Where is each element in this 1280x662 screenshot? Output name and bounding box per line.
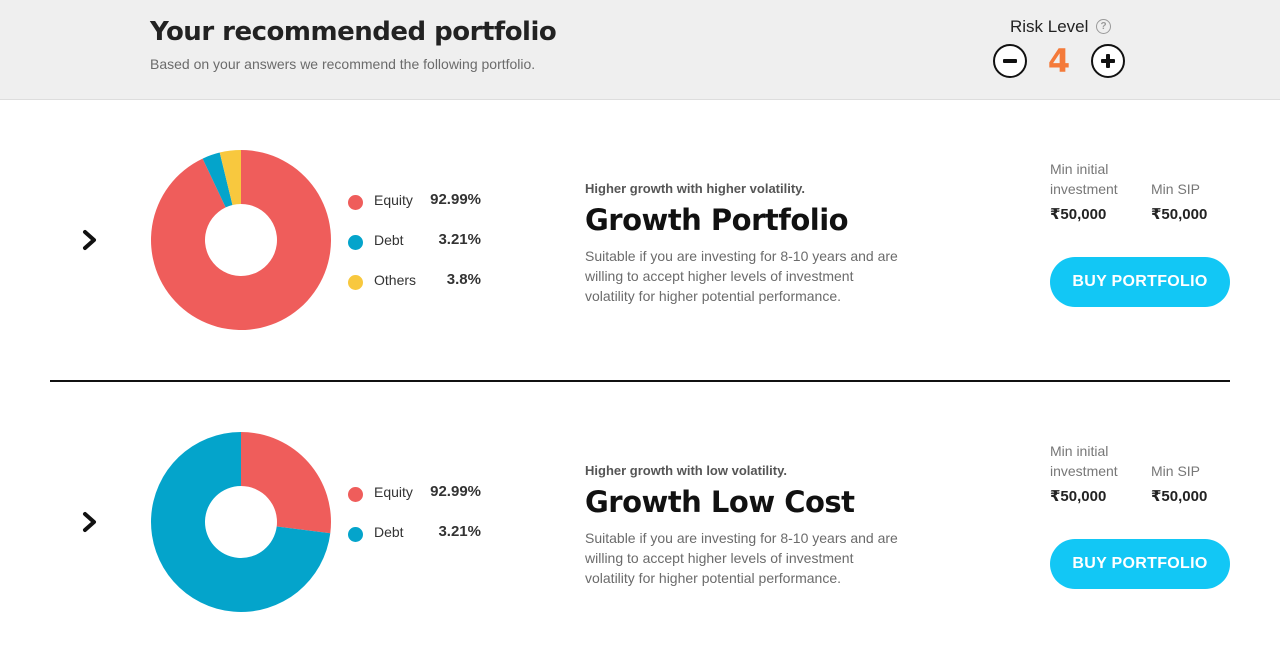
donut-slice-equity [241, 432, 331, 534]
legend-dot [348, 235, 363, 250]
decrease-risk-button[interactable] [993, 44, 1027, 78]
portfolio-description: Suitable if you are investing for 8-10 y… [585, 530, 898, 586]
donut-slice-debt [151, 432, 331, 612]
min-initial-investment-label: Min initial investment [1050, 443, 1118, 479]
portfolio-description: Suitable if you are investing for 8-10 y… [585, 248, 898, 304]
chevron-right-icon[interactable] [80, 228, 102, 252]
page-title: Your recommended portfolio [150, 17, 557, 47]
legend-value: 3.21% [438, 231, 481, 248]
legend-label: Equity [374, 484, 413, 500]
legend-item-debt: Debt 3.21% [348, 230, 488, 270]
legend-label: Debt [374, 232, 404, 248]
min-initial-investment-value: ₹50,000 [1050, 488, 1107, 505]
chevron-right-icon[interactable] [80, 510, 102, 534]
min-initial-investment-label: Min initial investment [1050, 161, 1118, 197]
legend-value: 92.99% [430, 191, 481, 208]
min-initial-investment-value: ₹50,000 [1050, 206, 1107, 223]
buy-portfolio-button[interactable]: BUY PORTFOLIO [1050, 257, 1230, 307]
legend-dot [348, 527, 363, 542]
legend-item-equity: Equity 92.99% [348, 190, 488, 230]
legend-dot [348, 195, 363, 210]
legend-item-equity: Equity 92.99% [348, 482, 488, 522]
portfolio-title: Growth Portfolio [585, 203, 849, 237]
min-sip-value: ₹50,000 [1151, 206, 1208, 223]
legend-item-others: Others 3.8% [348, 270, 488, 310]
portfolio-title: Growth Low Cost [585, 485, 855, 519]
risk-level-label: Risk Level [1010, 17, 1089, 36]
page-header: Your recommended portfolio Based on your… [0, 0, 1280, 100]
portfolio-card: Equity 92.99% Debt 3.21% Others 3.8% Hig… [0, 110, 1280, 370]
donut-slice-others [219, 150, 241, 206]
portfolio-card: Equity 92.99% Debt 3.21% Higher growth w… [0, 392, 1280, 652]
allocation-donut-chart [151, 150, 332, 330]
legend-value: 3.21% [438, 523, 481, 540]
allocation-donut-chart [151, 432, 331, 612]
legend-value: 92.99% [430, 483, 481, 500]
min-sip-label: Min SIP [1151, 463, 1201, 479]
legend-dot [348, 487, 363, 502]
buy-portfolio-button[interactable]: BUY PORTFOLIO [1050, 539, 1230, 589]
portfolio-tagline: Higher growth with low volatility. [585, 463, 787, 478]
legend-dot [348, 275, 363, 290]
risk-level-value: 4 [1047, 42, 1071, 80]
minus-icon [1003, 59, 1017, 63]
allocation-legend: Equity 92.99% Debt 3.21% Others 3.8% [348, 190, 488, 310]
legend-label: Others [374, 272, 417, 288]
min-sip-label: Min SIP [1151, 181, 1201, 197]
legend-item-debt: Debt 3.21% [348, 522, 488, 562]
legend-label: Debt [374, 524, 404, 540]
min-sip-value: ₹50,000 [1151, 488, 1208, 505]
donut-slice-debt [202, 152, 233, 208]
donut-slice-equity [151, 150, 332, 330]
allocation-legend: Equity 92.99% Debt 3.21% [348, 482, 488, 562]
section-divider [50, 380, 1230, 382]
legend-value: 3.8% [446, 271, 481, 288]
increase-risk-button[interactable] [1091, 44, 1125, 78]
help-circle-icon[interactable]: ? [1096, 19, 1111, 34]
legend-label: Equity [374, 192, 413, 208]
page-subtitle: Based on your answers we recommend the f… [150, 56, 536, 72]
portfolio-tagline: Higher growth with higher volatility. [585, 181, 806, 196]
